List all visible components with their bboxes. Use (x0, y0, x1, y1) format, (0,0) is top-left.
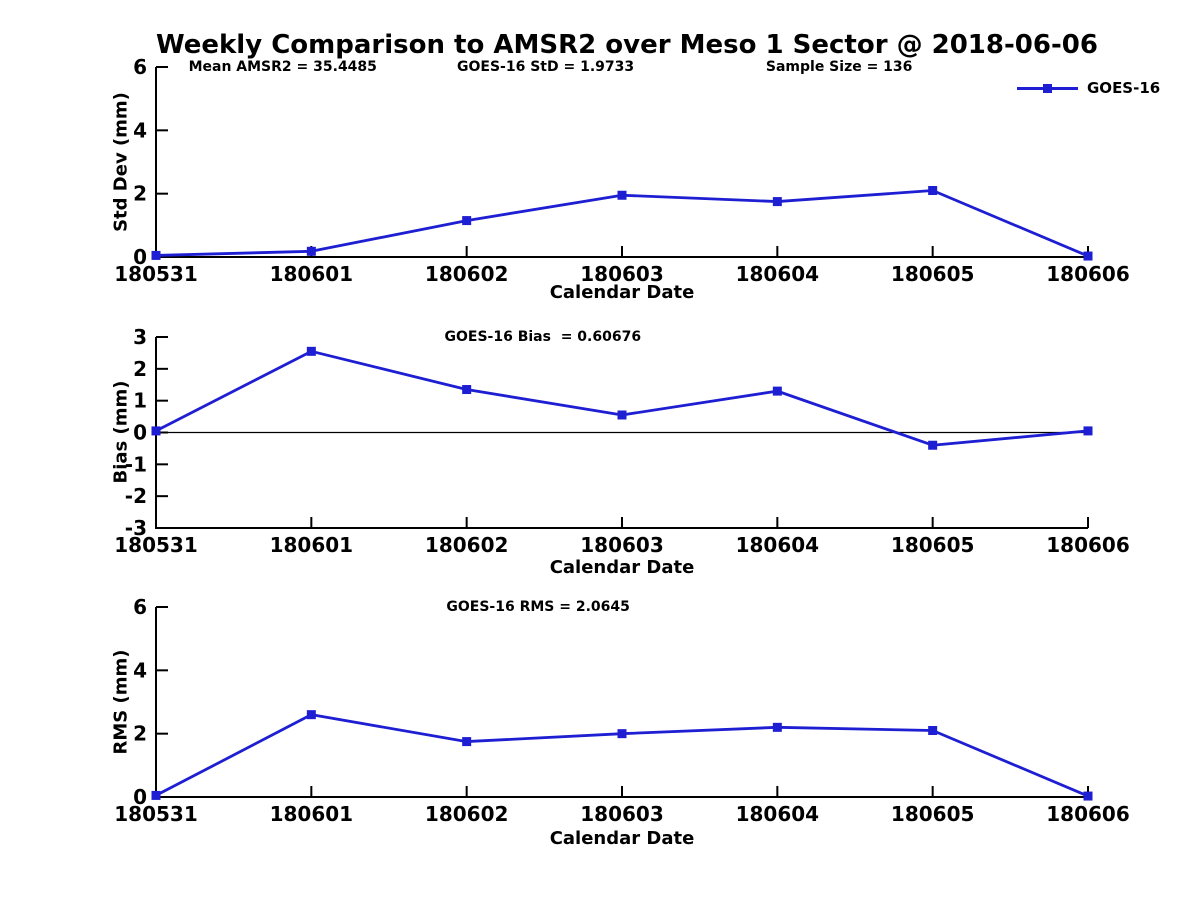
x-tick-label: 180531 (114, 262, 198, 286)
x-tick-label: 180603 (580, 802, 664, 826)
legend-label: GOES-16 (1087, 79, 1161, 97)
data-marker (617, 729, 627, 739)
data-marker (306, 346, 316, 356)
stat-annotation: Mean AMSR2 = 35.4485 (189, 59, 377, 75)
stat-annotation: GOES-16 StD = 1.9733 (457, 59, 634, 75)
data-marker (772, 386, 782, 396)
y-tick-label: -3 (125, 516, 147, 540)
data-line (155, 713, 1089, 798)
stat-annotation: GOES-16 Bias = 0.60676 (444, 329, 641, 345)
x-tick-label: 180606 (1046, 802, 1130, 826)
x-tick-label: 180602 (425, 802, 509, 826)
x-tick-label: 180603 (580, 533, 664, 557)
x-tick-label: 180605 (891, 802, 975, 826)
xlabel-bias: Calendar Date (549, 557, 695, 578)
y-tick-label: -1 (125, 452, 147, 476)
x-tick-label: 180606 (1046, 533, 1130, 557)
data-marker (306, 710, 316, 720)
x-tick-label: 180605 (891, 262, 975, 286)
y-tick-label: 2 (133, 357, 147, 381)
data-marker (151, 250, 161, 260)
y-tick-label: 2 (133, 722, 147, 746)
x-tick-label: 180531 (114, 802, 198, 826)
data-marker (1083, 791, 1093, 801)
data-marker (462, 216, 472, 226)
data-marker (151, 790, 161, 800)
y-tick-label: 0 (133, 421, 147, 445)
y-tick-label: 0 (133, 245, 147, 269)
y-tick-label: 0 (133, 785, 147, 809)
x-tick-label: 180531 (114, 533, 198, 557)
axis-frame (155, 67, 1088, 258)
y-tick-label: 1 (133, 389, 147, 413)
data-marker (928, 440, 938, 450)
data-marker (617, 190, 627, 200)
data-marker (928, 186, 938, 195)
x-tick-label: 180601 (270, 533, 354, 557)
legend-marker (1043, 84, 1052, 93)
stat-annotation: GOES-16 RMS = 2.0645 (446, 599, 630, 615)
data-marker (306, 246, 316, 256)
y-tick-label: 2 (133, 182, 147, 206)
data-marker (151, 426, 161, 436)
y-tick-label: 4 (133, 658, 147, 682)
x-tick-label: 180601 (270, 802, 354, 826)
y-tick-label: -2 (125, 484, 147, 508)
y-tick-label: 6 (133, 55, 147, 79)
stat-annotation: Sample Size = 136 (766, 59, 913, 75)
data-marker (617, 410, 627, 420)
x-tick-label: 180603 (580, 262, 664, 286)
figure-title: Weekly Comparison to AMSR2 over Meso 1 S… (156, 30, 1098, 60)
x-tick-label: 180601 (270, 262, 354, 286)
data-marker (462, 737, 472, 747)
y-tick-label: 3 (133, 325, 147, 349)
data-marker (772, 197, 782, 207)
x-tick-label: 180604 (736, 802, 820, 826)
xlabel-std-dev: Calendar Date (549, 282, 695, 303)
x-tick-label: 180606 (1046, 262, 1130, 286)
x-tick-label: 180604 (736, 533, 820, 557)
axis-frame (155, 607, 1088, 798)
data-marker (1083, 426, 1093, 436)
data-marker (462, 385, 472, 395)
xlabel-rms: Calendar Date (549, 828, 695, 849)
data-marker (772, 722, 782, 732)
x-tick-label: 180602 (425, 533, 509, 557)
x-tick-label: 180602 (425, 262, 509, 286)
x-tick-label: 180605 (891, 533, 975, 557)
data-marker (928, 726, 938, 735)
data-line (155, 349, 1089, 447)
data-marker (1083, 251, 1093, 261)
x-tick-label: 180604 (736, 262, 820, 286)
y-tick-label: 6 (133, 595, 147, 619)
y-tick-label: 4 (133, 118, 147, 142)
